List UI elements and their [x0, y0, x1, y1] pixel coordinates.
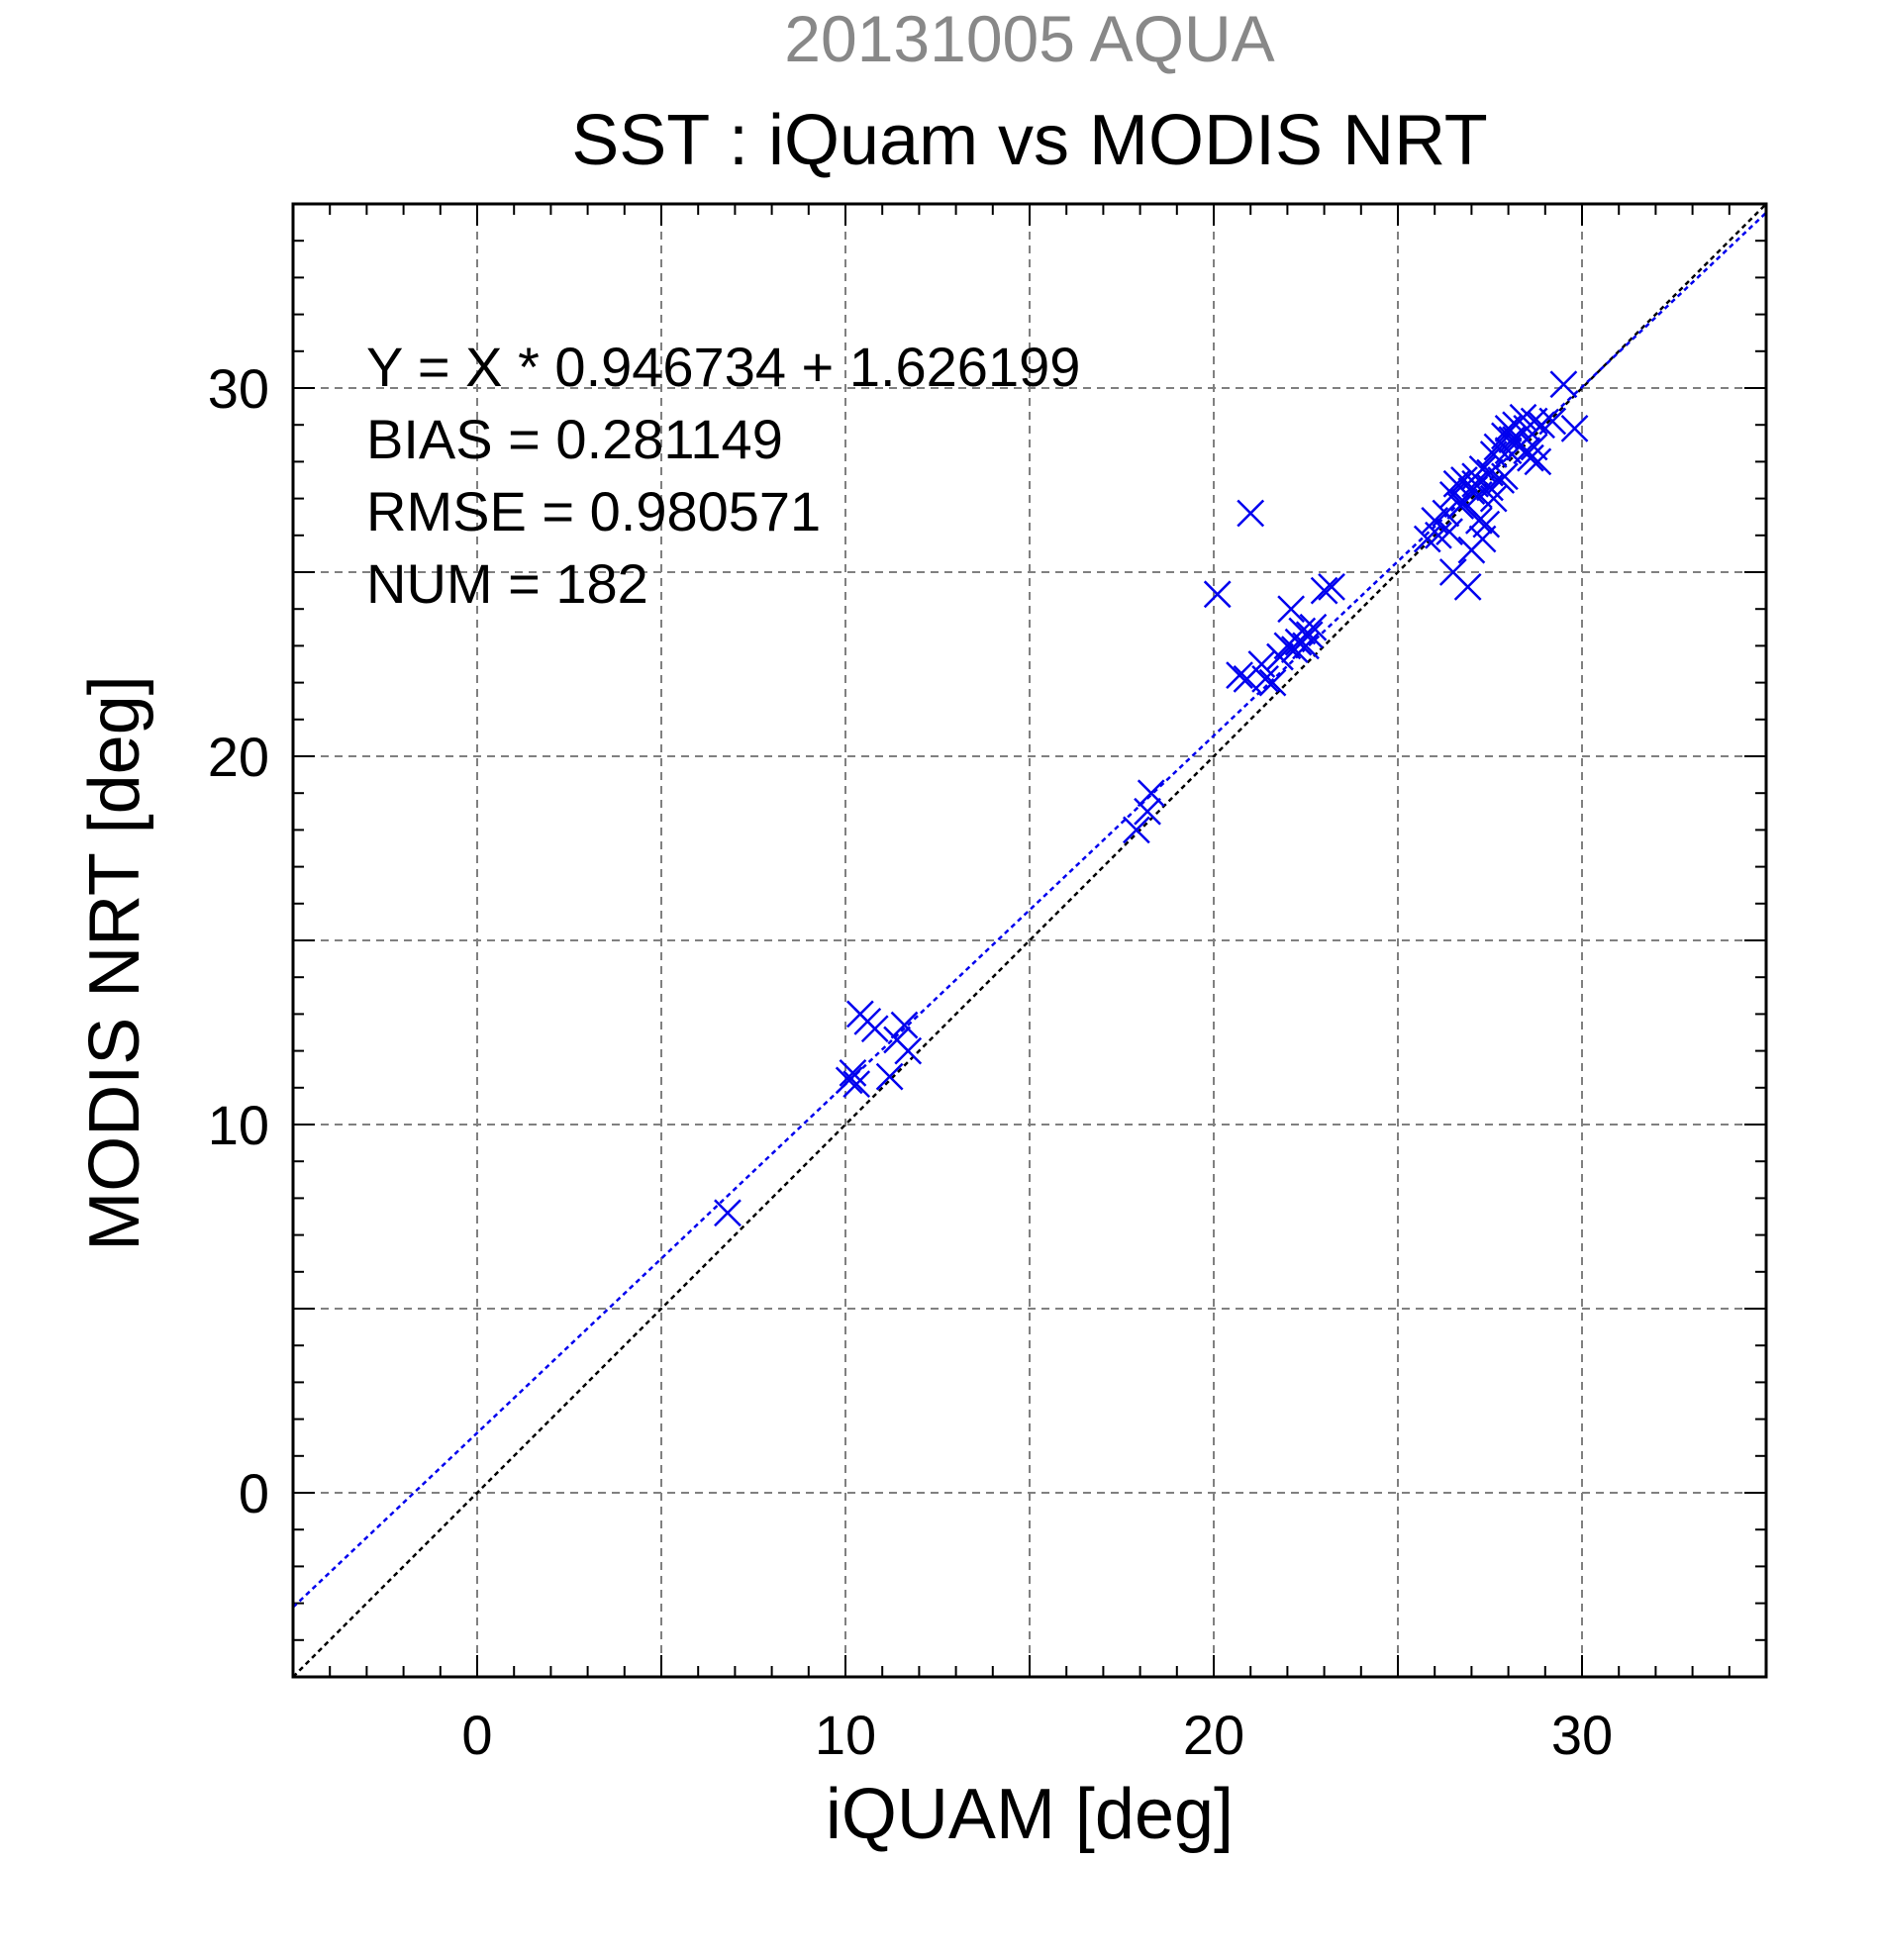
data-point	[1203, 580, 1232, 609]
data-point	[1425, 521, 1452, 549]
data-point	[842, 1070, 871, 1098]
data-point	[835, 1066, 863, 1095]
data-point	[1472, 510, 1501, 539]
data-point	[1277, 595, 1306, 624]
data-point	[1453, 572, 1482, 601]
plot-frame	[291, 202, 1768, 1679]
data-point	[875, 1062, 904, 1091]
data-point	[890, 1011, 919, 1039]
data-point	[1513, 437, 1541, 465]
data-point	[1464, 480, 1493, 509]
data-point	[1450, 488, 1478, 517]
y-axis-label: MODIS NRT [deg]	[75, 675, 154, 1251]
x-tick-label: 30	[1551, 1704, 1613, 1766]
y-tick-label: 30	[208, 357, 269, 420]
data-point	[1137, 779, 1165, 808]
data-point	[1299, 613, 1328, 641]
data-point	[1413, 525, 1441, 553]
data-point	[860, 1015, 889, 1043]
chart-title: SST : iQuam vs MODIS NRT	[571, 101, 1488, 180]
data-point	[1520, 407, 1548, 436]
data-point	[1468, 454, 1497, 483]
data-point	[1490, 462, 1519, 491]
data-point	[1237, 499, 1265, 528]
data-point	[1251, 664, 1279, 693]
minor-ticks	[292, 203, 1767, 1678]
x-tick-label: 20	[1183, 1704, 1244, 1766]
data-point	[894, 1036, 923, 1065]
x-axis-label: iQUAM [deg]	[826, 1775, 1234, 1854]
y-tick-label: 0	[239, 1462, 269, 1524]
data-point	[1134, 797, 1161, 826]
data-point	[1226, 661, 1253, 690]
data-point	[1295, 621, 1324, 649]
data-points	[714, 370, 1589, 1227]
chart-supertitle: 20131005 AQUA	[784, 2, 1274, 75]
stats-equation: Y = X * 0.946734 + 1.626199	[366, 336, 1080, 398]
data-point	[839, 1059, 867, 1087]
data-point	[1436, 518, 1463, 545]
data-point	[1258, 668, 1287, 697]
stats-num: NUM = 182	[366, 552, 648, 615]
data-point	[1560, 415, 1589, 442]
data-point	[1509, 403, 1537, 432]
y-tick-label: 20	[208, 726, 269, 788]
data-point	[714, 1199, 742, 1227]
data-point	[1461, 469, 1490, 498]
data-point	[1292, 632, 1320, 660]
data-point	[1517, 443, 1544, 472]
grid	[293, 204, 1766, 1677]
data-point	[1310, 576, 1338, 605]
y-tick-labels: 0 10 20 30	[208, 357, 269, 1524]
data-point	[1318, 572, 1345, 601]
x-tick-label: 10	[815, 1704, 876, 1766]
x-tick-labels: 0 10 20 30	[461, 1704, 1613, 1766]
data-point	[1432, 499, 1460, 528]
data-point	[1549, 370, 1578, 399]
data-point	[1464, 507, 1493, 535]
stats-bias: BIAS = 0.281149	[366, 408, 783, 470]
y-tick-label: 10	[208, 1094, 269, 1156]
data-point	[1122, 816, 1150, 844]
x-tick-label: 0	[461, 1704, 492, 1766]
data-point	[1528, 411, 1555, 440]
stats-rmse: RMSE = 0.980571	[366, 480, 821, 542]
